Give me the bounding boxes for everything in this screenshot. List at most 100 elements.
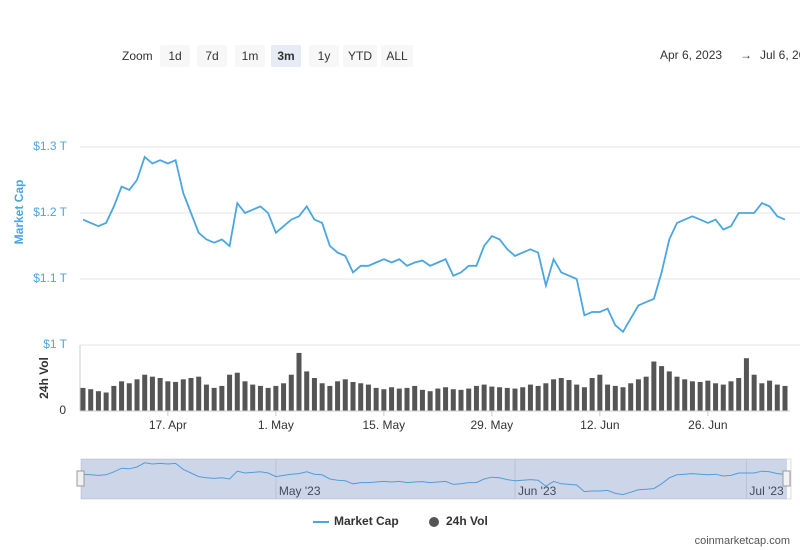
volume-bar <box>774 384 780 411</box>
volume-bar <box>728 381 734 411</box>
volume-bar <box>319 383 325 411</box>
y-tick-label: $1 T <box>43 337 67 351</box>
navigator-line <box>82 462 786 496</box>
volume-bar <box>458 389 464 411</box>
volume-bar <box>188 378 194 411</box>
volume-bar <box>759 383 765 411</box>
volume-bar <box>196 376 202 411</box>
volume-bar <box>389 387 395 411</box>
volume-bar <box>543 383 549 411</box>
volume-bar <box>427 391 433 411</box>
volume-bar <box>358 383 364 411</box>
zoom-button[interactable] <box>235 45 265 67</box>
volume-bar <box>574 384 580 411</box>
range-to[interactable]: Jul 6, 2023 <box>760 48 800 62</box>
volume-bar <box>689 381 695 411</box>
volume-bar <box>659 366 665 411</box>
navigator-handle[interactable] <box>76 470 85 487</box>
legend-label[interactable]: Market Cap <box>334 514 399 528</box>
volume-bar <box>350 381 356 411</box>
volume-bar <box>157 378 163 411</box>
volume-bar <box>103 392 109 411</box>
volume-bar <box>504 387 510 411</box>
volume-bar <box>705 380 711 411</box>
zoom-button-label[interactable]: 1y <box>318 49 331 63</box>
volume-bar <box>203 384 209 411</box>
volume-bar <box>419 389 425 411</box>
volume-bar <box>527 384 533 411</box>
y2-tick-label: 0 <box>59 403 66 417</box>
zoom-button-label[interactable]: 3m <box>277 49 294 63</box>
zoom-button[interactable] <box>197 45 227 67</box>
navigator[interactable] <box>80 458 792 500</box>
volume-bar <box>589 378 595 411</box>
volume-bar <box>450 389 456 411</box>
y-tick-label: $1.3 T <box>33 139 67 153</box>
volume-bar <box>257 385 263 411</box>
x-tick-label: 1. May <box>258 418 294 432</box>
volume-bar <box>211 387 217 411</box>
volume-bar <box>720 384 726 411</box>
volume-bar <box>365 384 371 411</box>
volume-bar <box>751 374 757 411</box>
volume-bar <box>674 376 680 411</box>
volume-bar <box>435 388 441 411</box>
navigator-tick-label: Jun '23 <box>518 484 557 498</box>
x-tick-label: 17. Apr <box>149 418 187 432</box>
volume-bar <box>497 387 503 411</box>
volume-bar <box>381 389 387 411</box>
plot-area: $1 T $1.1 T $1.2 T $1.3 T 0 17. Apr 1. May 15. … <box>33 139 800 432</box>
credits[interactable]: coinmarketcap.com <box>695 535 790 547</box>
volume-bar <box>697 381 703 411</box>
volume-bar <box>134 379 140 411</box>
volume-bar <box>535 385 541 411</box>
volume-bar <box>473 385 479 411</box>
volume-bar <box>88 389 94 411</box>
volume-bar <box>126 383 132 411</box>
zoom-button[interactable] <box>343 45 377 67</box>
x-tick-label: 12. Jun <box>580 418 619 432</box>
zoom-button-label[interactable]: 1m <box>242 49 259 63</box>
volume-bar <box>489 386 495 411</box>
volume-bar <box>412 385 418 411</box>
volume-bar <box>296 352 302 411</box>
volume-bar <box>327 385 333 411</box>
range-arrow: → <box>740 48 752 62</box>
volume-bar <box>628 383 634 411</box>
zoom-button-label[interactable]: 1d <box>168 49 181 63</box>
y-tick-label: $1.1 T <box>33 271 67 285</box>
zoom-button[interactable] <box>160 45 190 67</box>
zoom-button[interactable] <box>271 45 301 67</box>
volume-bar <box>512 388 518 411</box>
zoom-button[interactable] <box>309 45 339 67</box>
range-from[interactable]: Apr 6, 2023 <box>660 48 722 62</box>
zoom-button-label[interactable]: YTD <box>348 49 372 63</box>
navigator-handle[interactable] <box>782 470 791 487</box>
volume-bar <box>165 381 171 411</box>
volume-bar <box>180 379 186 411</box>
volume-bar <box>581 387 587 411</box>
navigator-mask[interactable] <box>81 459 787 499</box>
zoom-button[interactable] <box>381 45 413 67</box>
volume-bar <box>304 371 310 411</box>
volume-bar <box>620 387 626 411</box>
zoom-button-label[interactable]: ALL <box>386 49 408 63</box>
volume-bar <box>551 379 557 411</box>
volume-bar <box>281 383 287 411</box>
volume-bar <box>520 387 526 411</box>
legend-swatch[interactable] <box>429 517 439 527</box>
volume-bar <box>651 361 657 411</box>
volume-bar <box>149 376 155 411</box>
volume-bar <box>80 387 86 411</box>
zoom-button-label[interactable]: 7d <box>205 49 218 63</box>
volume-bar <box>234 372 240 411</box>
volume-bar <box>173 381 179 411</box>
volume-bar <box>566 379 572 411</box>
legend-label[interactable]: 24h Vol <box>446 514 488 528</box>
y2-axis-title: 24h Vol <box>37 357 51 399</box>
volume-bar <box>342 379 348 411</box>
volume-bar <box>265 387 271 411</box>
volume-bar <box>682 379 688 411</box>
